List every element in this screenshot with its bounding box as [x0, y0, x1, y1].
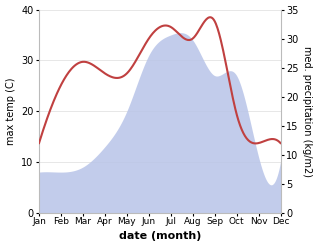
X-axis label: date (month): date (month) [119, 231, 201, 242]
Y-axis label: med. precipitation (kg/m2): med. precipitation (kg/m2) [302, 46, 313, 177]
Y-axis label: max temp (C): max temp (C) [5, 77, 16, 145]
